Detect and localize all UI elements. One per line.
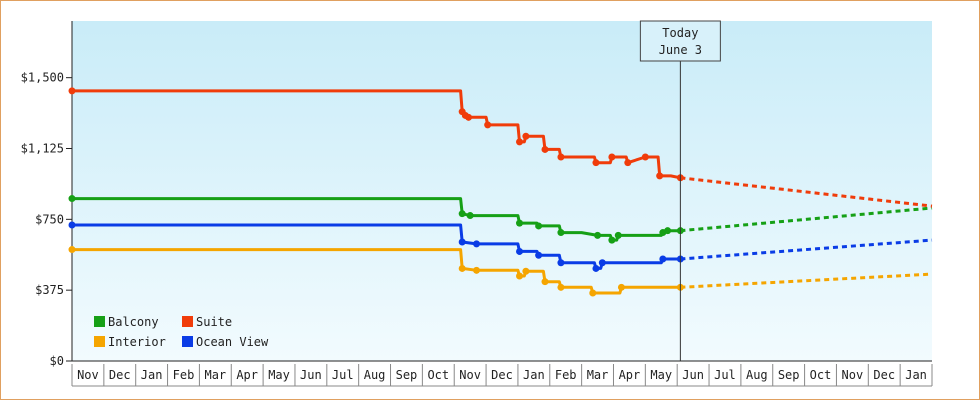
series-point bbox=[68, 195, 76, 203]
x-axis: Nov Dec Jan Feb Mar Apr May Jun Jul Aug Sep Oct Nov D… bbox=[71, 360, 933, 387]
series-point bbox=[659, 255, 667, 263]
series-line bbox=[72, 223, 681, 270]
x-tick-label: Apr bbox=[619, 368, 641, 382]
y-tick-label: $750 bbox=[35, 212, 64, 226]
legend-label: Ocean View bbox=[196, 335, 269, 349]
series-point bbox=[516, 219, 524, 227]
series-point bbox=[557, 259, 565, 267]
x-tick-label: Dec bbox=[109, 368, 131, 382]
series-point bbox=[516, 138, 524, 146]
legend: Balcony Suite Interior Ocean View bbox=[94, 315, 269, 349]
y-tick-label: $375 bbox=[35, 283, 64, 297]
x-tick-label: Nov bbox=[77, 368, 99, 382]
x-tick-label: Aug bbox=[746, 368, 768, 382]
plot-area bbox=[72, 21, 932, 361]
series-projection-line bbox=[680, 206, 933, 233]
today-marker: Today June 3 bbox=[639, 20, 721, 361]
series-point bbox=[458, 210, 466, 218]
legend-swatch bbox=[94, 336, 105, 347]
x-tick-label: Jul bbox=[714, 368, 736, 382]
series-point bbox=[68, 246, 76, 254]
series-point bbox=[557, 283, 565, 291]
today-box bbox=[639, 20, 721, 62]
x-tick-label: Jan bbox=[141, 368, 163, 382]
x-tick-label: Jun bbox=[300, 368, 322, 382]
series-point bbox=[608, 236, 616, 244]
x-tick-label: Apr bbox=[236, 368, 258, 382]
series-point bbox=[594, 231, 602, 239]
series-point bbox=[656, 172, 664, 180]
series-point bbox=[535, 251, 543, 259]
series-point bbox=[466, 212, 474, 220]
y-tick-label: $1,500 bbox=[21, 71, 64, 85]
y-tick-label: $0 bbox=[50, 354, 64, 368]
x-tick-label: Sep bbox=[396, 368, 418, 382]
series-point bbox=[522, 267, 530, 275]
series-point bbox=[484, 121, 492, 129]
series-point bbox=[598, 259, 606, 267]
series-point bbox=[557, 229, 565, 237]
x-tick-label: Feb bbox=[555, 368, 577, 382]
x-tick-label: Jun bbox=[682, 368, 704, 382]
x-tick-label: Oct bbox=[810, 368, 832, 382]
legend-swatch bbox=[94, 316, 105, 327]
x-tick-label: Aug bbox=[364, 368, 386, 382]
y-tick-label: $1,125 bbox=[21, 142, 64, 156]
series-projection-line bbox=[680, 176, 933, 208]
series-point bbox=[592, 159, 600, 167]
series-point bbox=[522, 132, 530, 140]
series-projection-line bbox=[680, 238, 933, 261]
series-point bbox=[664, 227, 672, 235]
legend-swatch bbox=[182, 316, 193, 327]
legend-label: Interior bbox=[108, 335, 166, 349]
series-point bbox=[535, 222, 543, 230]
series-point bbox=[592, 264, 600, 272]
legend-swatch bbox=[182, 336, 193, 347]
series-point bbox=[557, 153, 565, 161]
series-point bbox=[614, 231, 622, 239]
x-tick-label: May bbox=[650, 368, 672, 382]
series-point bbox=[458, 238, 466, 246]
x-tick-label: Dec bbox=[491, 368, 513, 382]
x-tick-label: Nov bbox=[459, 368, 481, 382]
series-projection-line bbox=[680, 272, 933, 289]
x-tick-label: Sep bbox=[778, 368, 800, 382]
series-point bbox=[541, 145, 549, 153]
series-point bbox=[624, 159, 632, 167]
x-tick-label: Mar bbox=[204, 368, 226, 382]
legend-label: Suite bbox=[196, 315, 232, 329]
x-tick-label: Feb bbox=[173, 368, 195, 382]
legend-label: Balcony bbox=[108, 315, 159, 329]
series-line bbox=[72, 248, 681, 295]
series-point bbox=[641, 153, 649, 161]
today-date: June 3 bbox=[659, 43, 702, 57]
series-point bbox=[516, 247, 524, 255]
series-point bbox=[516, 272, 524, 280]
today-label: Today bbox=[662, 26, 698, 40]
series-point bbox=[608, 153, 616, 161]
series-point bbox=[68, 221, 76, 229]
series-point bbox=[541, 278, 549, 286]
x-tick-label: Oct bbox=[427, 368, 449, 382]
series-point bbox=[473, 240, 481, 248]
x-tick-label: Jan bbox=[905, 368, 927, 382]
x-tick-label: Mar bbox=[587, 368, 609, 382]
series-point bbox=[617, 283, 625, 291]
y-axis: $0 $375 $750 $1,125 $1,500 bbox=[21, 21, 73, 368]
series-point bbox=[473, 266, 481, 274]
x-tick-label: Nov bbox=[842, 368, 864, 382]
series-line bbox=[72, 89, 681, 180]
x-tick-label: Jan bbox=[523, 368, 545, 382]
x-tick-label: Dec bbox=[873, 368, 895, 382]
x-tick-label: Jul bbox=[332, 368, 354, 382]
series-point bbox=[68, 87, 76, 95]
series-point bbox=[458, 264, 466, 272]
series-point bbox=[589, 289, 597, 297]
series-point bbox=[465, 113, 473, 121]
x-tick-label: May bbox=[268, 368, 290, 382]
